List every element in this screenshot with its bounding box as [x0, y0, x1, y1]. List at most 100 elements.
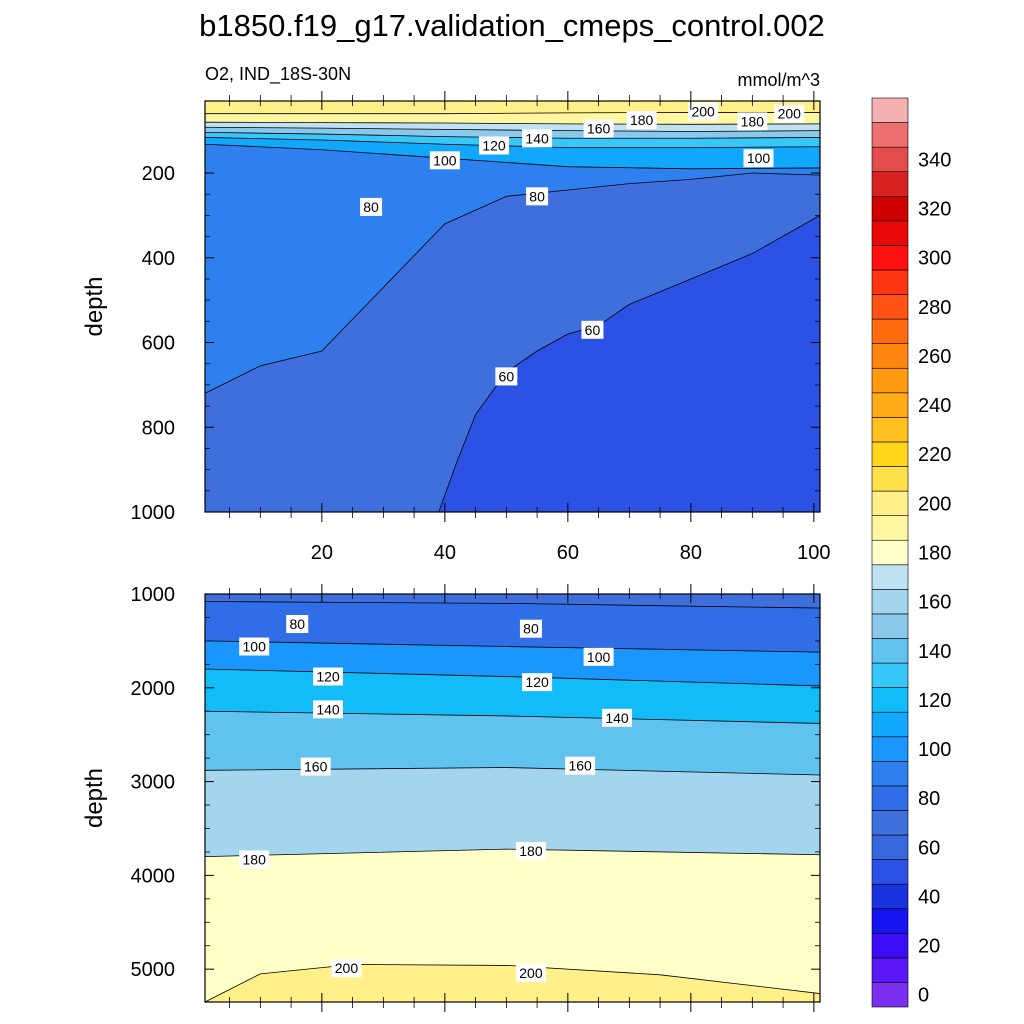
x-tick-label: 20 [311, 542, 333, 564]
contour-label: 140 [525, 130, 549, 146]
contour-label-bg [688, 102, 719, 121]
colorbar-swatch [871, 638, 909, 664]
panel-units-label: mmol/m^3 [738, 70, 820, 90]
contour-label-bg [522, 129, 553, 148]
contour-label: 120 [316, 669, 340, 685]
contour-line-80 [205, 172, 820, 394]
colorbar-tick-label: 40 [918, 886, 940, 908]
contour-label: 200 [519, 965, 543, 981]
x-tick-label: 40 [434, 542, 456, 564]
y-tick-label: 800 [142, 417, 175, 439]
contour-label-bg [737, 112, 768, 131]
colorbar-swatch [871, 515, 909, 541]
contour-label-bg [429, 151, 460, 170]
colorbar-swatch [871, 761, 909, 787]
contour-label-bg [239, 850, 270, 869]
field-band [438, 215, 820, 512]
colorbar-tick-label: 260 [918, 346, 951, 368]
lower-panel: 80 100 80 100 120 120 140 140 160 160 180 180 200 200… [81, 584, 821, 1012]
contour-label: 60 [585, 322, 601, 338]
upper-panel: 200 180 200 180 160 140 120 100 100 80 80 60 60 200 40… [81, 64, 831, 564]
colorbar-swatch [871, 466, 909, 492]
colorbar-swatch [871, 269, 909, 295]
y-axis-label: depth [81, 768, 108, 828]
contour-label: 120 [525, 674, 549, 690]
contour-label: 180 [519, 843, 543, 859]
contour-label: 180 [243, 851, 267, 867]
contour-line-180 [205, 848, 820, 858]
contour-line-140 [205, 710, 820, 724]
colorbar-swatch [871, 908, 909, 934]
contour-label-bg [743, 149, 774, 168]
colorbar-swatch [871, 613, 909, 639]
colorbar-swatch [871, 810, 909, 836]
y-tick-label: 1000 [131, 584, 176, 606]
colorbar-swatch [871, 859, 909, 885]
contour-label-bg [313, 700, 343, 719]
x-tick-label: 60 [557, 542, 579, 564]
x-tick-label: 100 [797, 542, 830, 564]
contour-label: 200 [778, 106, 802, 122]
contour-label: 120 [482, 137, 506, 153]
contour-label: 180 [630, 112, 654, 128]
contour-label: 80 [363, 199, 379, 215]
contour-label: 100 [747, 150, 771, 166]
colorbar-swatch [871, 932, 909, 959]
contour-label-bg [583, 119, 614, 138]
colorbar-tick-label: 220 [918, 444, 951, 466]
contour-line-120 [205, 668, 820, 687]
colorbar: 0 20 40 60 80 100 120 140 160 180 200 220 240 260 280 3… [871, 97, 951, 1008]
colorbar-swatch [871, 589, 909, 615]
contour-label-bg [360, 197, 383, 216]
contour-line-160 [205, 126, 820, 132]
y-tick-label: 2000 [131, 678, 176, 700]
colorbar-swatch [871, 490, 909, 516]
contour-label-bg [239, 637, 270, 656]
colorbar-tick-label: 140 [918, 641, 951, 663]
colorbar-swatch [871, 122, 909, 148]
contour-label-bg [774, 104, 805, 123]
contour-label: 80 [523, 621, 539, 637]
contour-label-bg [581, 320, 604, 339]
colorbar-tick-label: 200 [918, 493, 951, 515]
contour-label-bg [286, 615, 309, 634]
contour-label: 160 [587, 121, 611, 137]
contour-label-bg [522, 673, 553, 692]
colorbar-swatch [871, 220, 909, 246]
y-tick-label: 600 [142, 333, 175, 355]
y-tick-label: 400 [142, 248, 175, 270]
contour-line-100 [205, 143, 820, 170]
contour-label-bg [583, 647, 614, 666]
colorbar-tick-label: 300 [918, 248, 951, 270]
colorbar-swatch [871, 294, 909, 320]
contour-label: 140 [605, 710, 629, 726]
colorbar-tick-label: 180 [918, 543, 951, 565]
contour-label-bg [331, 959, 362, 978]
panel-left-title: O2, IND_18S-30N [205, 64, 351, 85]
contour-label: 100 [433, 152, 457, 168]
colorbar-swatch [871, 539, 909, 566]
plot-frame [204, 593, 821, 1003]
plot-frame [204, 100, 821, 513]
contour-label: 160 [304, 759, 328, 775]
colorbar-swatch [871, 957, 909, 983]
colorbar-tick-label: 120 [918, 690, 951, 712]
contour-line-60 [438, 215, 820, 512]
colorbar-swatch [871, 97, 909, 123]
contour-label-bg [526, 187, 549, 206]
colorbar-tick-label: 160 [918, 592, 951, 614]
contour-label-bg [565, 756, 596, 775]
y-tick-label: 1000 [131, 502, 176, 524]
colorbar-tick-label: 80 [918, 788, 940, 810]
colorbar-swatch [871, 834, 909, 860]
contour-label-bg [602, 708, 633, 727]
contour-label-bg [495, 367, 518, 386]
contour-label-bg [313, 667, 343, 686]
colorbar-swatch [871, 736, 909, 762]
colorbar-tick-label: 100 [918, 739, 951, 761]
contour-label: 140 [316, 701, 340, 717]
chart-title: b1850.f19_g17.validation_cmeps_control.0… [199, 8, 825, 43]
colorbar-swatch [871, 441, 909, 467]
contour-label: 80 [529, 188, 545, 204]
